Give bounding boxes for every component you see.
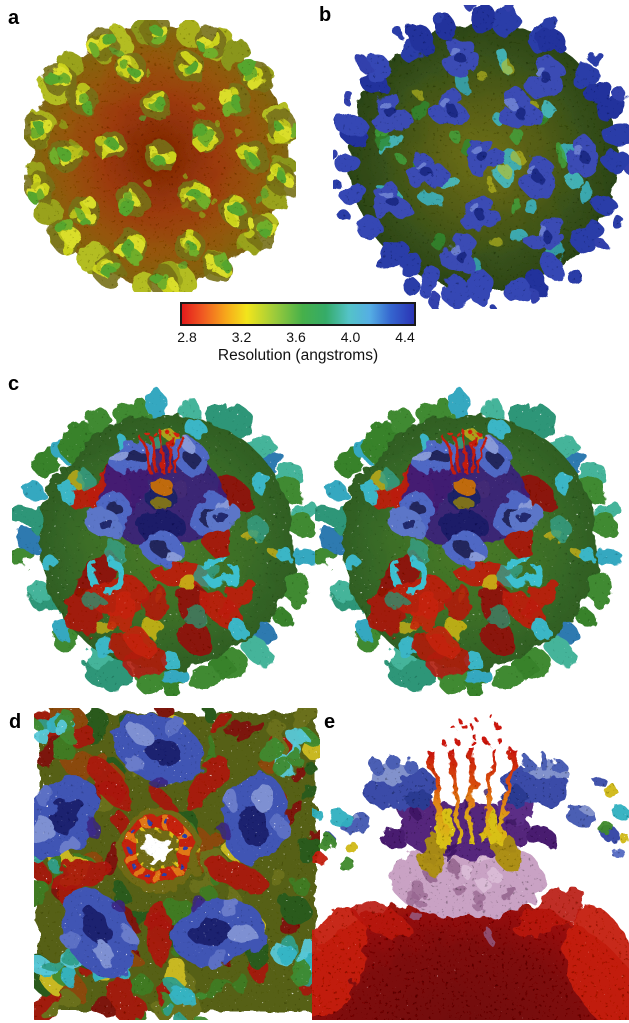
panel-label-c: c	[8, 373, 20, 395]
colorbar-tick: 2.8	[177, 329, 197, 345]
colorbar-caption: Resolution (angstroms)	[217, 347, 379, 364]
panel-label-e: e	[324, 711, 336, 733]
colorbar-gradient	[182, 304, 414, 324]
panel-e-image	[312, 715, 629, 1020]
colorbar-tick: 4.4	[395, 329, 415, 345]
panel-b-image	[333, 5, 629, 309]
colorbar-ticks: 2.8 3.2 3.6 4.0 4.4	[170, 329, 422, 345]
panel-a-image	[24, 20, 296, 292]
panel-label-b: b	[319, 4, 332, 26]
panel-c-right-image	[315, 386, 623, 696]
resolution-colorbar	[180, 302, 416, 326]
panel-label-a: a	[8, 7, 20, 29]
colorbar-tick: 4.0	[340, 329, 361, 345]
panel-d-image	[34, 708, 320, 1020]
colorbar-tick: 3.6	[286, 329, 306, 345]
colorbar-tick: 3.2	[231, 329, 252, 345]
panel-c-left-image	[12, 386, 320, 696]
panel-label-d: d	[9, 711, 22, 733]
